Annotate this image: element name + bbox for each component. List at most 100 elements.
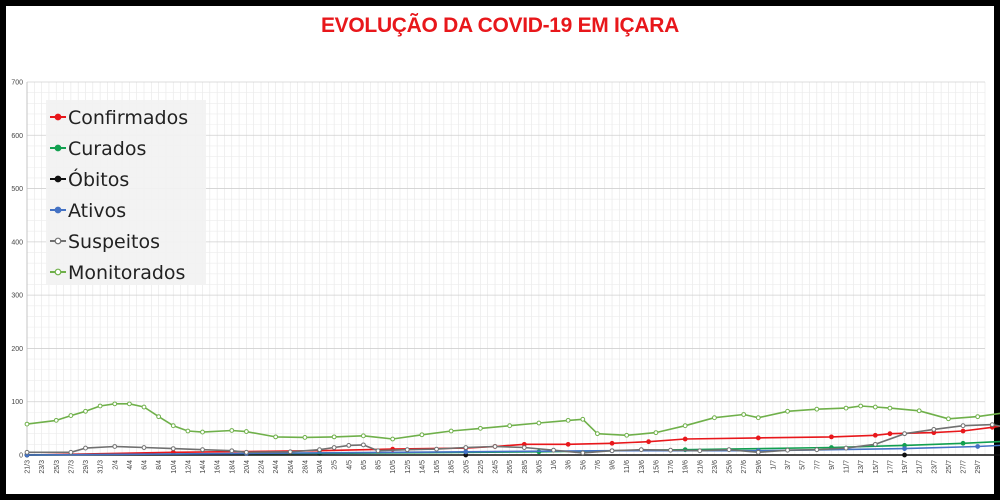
x-tick-label: 28/5 — [522, 460, 529, 474]
data-point-confirmados — [646, 439, 652, 445]
x-tick-label: 1/6 — [551, 460, 558, 470]
data-point-monitorados — [273, 434, 279, 440]
data-point-monitorados — [68, 413, 74, 418]
data-point-ativos — [902, 446, 907, 452]
data-point-monitorados — [741, 412, 747, 417]
legend-marker-monitorados — [54, 268, 62, 276]
legend-marker-suspeitos — [54, 237, 62, 245]
series-monitorados — [24, 401, 1000, 442]
data-point-monitorados — [390, 436, 396, 442]
x-tick-label: 26/4 — [288, 460, 295, 474]
x-tick-label: 8/5 — [376, 460, 383, 470]
data-point-suspeitos — [872, 441, 878, 447]
data-point-suspeitos — [24, 449, 30, 455]
x-tick-label: 3/7 — [785, 460, 792, 470]
data-point-suspeitos — [609, 448, 615, 454]
x-tick-label: 18/5 — [449, 460, 456, 474]
data-point-suspeitos — [521, 445, 527, 450]
x-tick-label: 23/3 — [39, 460, 46, 474]
x-tick-label: 29/6 — [756, 460, 763, 474]
x-tick-label: 5/6 — [580, 460, 587, 470]
data-point-monitorados — [83, 408, 88, 414]
x-tick-label: 19/7 — [902, 460, 909, 474]
x-tick-label: 9/7 — [829, 460, 836, 470]
y-tick-label: 0 — [19, 453, 23, 460]
data-point-monitorados — [360, 433, 366, 439]
x-tick-label: 14/5 — [419, 460, 426, 474]
x-tick-label: 17/6 — [668, 460, 675, 474]
data-point-monitorados — [653, 430, 659, 436]
data-point-suspeitos — [287, 449, 293, 455]
x-tick-label: 7/7 — [814, 460, 821, 470]
data-point-monitorados — [331, 434, 337, 440]
data-point-confirmados — [960, 428, 966, 434]
data-point-suspeitos — [346, 443, 352, 448]
series-line-suspeitos — [27, 423, 1000, 454]
data-point-suspeitos — [551, 447, 556, 453]
data-point-curados — [960, 440, 966, 446]
data-point-suspeitos — [200, 447, 205, 453]
data-point-monitorados — [946, 416, 951, 422]
legend-box — [46, 100, 206, 285]
x-tick-label: 4/5 — [346, 460, 353, 470]
data-point-confirmados — [755, 435, 761, 441]
series-ativos — [24, 444, 1000, 458]
data-point-suspeitos — [243, 449, 249, 455]
data-point-monitorados — [243, 429, 249, 434]
x-tick-label: 10/5 — [390, 460, 397, 474]
x-tick-label: 12/4 — [185, 460, 192, 474]
data-point-suspeitos — [317, 447, 322, 453]
data-point-ativos — [975, 444, 981, 449]
data-point-monitorados — [478, 425, 483, 431]
x-tick-label: 24/5 — [493, 460, 500, 474]
x-tick-label: 21/7 — [917, 460, 924, 474]
data-point-obitos — [902, 452, 907, 458]
data-point-suspeitos — [755, 449, 761, 455]
x-tick-label: 23/6 — [712, 460, 719, 474]
x-tick-label: 29/3 — [83, 460, 90, 474]
data-point-monitorados — [755, 415, 761, 421]
x-tick-label: 6/5 — [361, 460, 368, 470]
x-tick-label: 27/6 — [741, 460, 748, 474]
data-point-monitorados — [53, 417, 59, 423]
x-tick-label: 12/5 — [405, 460, 412, 474]
y-tick-label: 400 — [11, 239, 23, 246]
data-point-monitorados — [785, 408, 790, 414]
x-tick-label: 20/4 — [244, 460, 251, 474]
data-point-suspeitos — [68, 449, 74, 455]
x-axis-ticks: 21/3 23/3 25/3 27/3 29/3 31/3 2/4 4/4 6/4 8/4 10/4… — [25, 460, 983, 474]
x-tick-label: 16/5 — [434, 460, 441, 474]
data-point-monitorados — [712, 415, 717, 421]
data-point-monitorados — [419, 432, 425, 438]
data-point-suspeitos — [331, 445, 337, 450]
x-tick-label: 22/5 — [478, 460, 485, 474]
x-tick-label: 1/7 — [770, 460, 777, 470]
x-tick-label: 26/5 — [507, 460, 514, 474]
x-tick-label: 3/6 — [566, 460, 573, 470]
legend-label-suspeitos: Suspeitos — [68, 231, 160, 253]
data-point-monitorados — [112, 401, 118, 407]
series-group — [24, 401, 1000, 458]
data-point-suspeitos — [492, 444, 498, 449]
data-point-monitorados — [858, 403, 864, 409]
data-point-suspeitos — [434, 446, 439, 452]
data-point-monitorados — [170, 423, 176, 429]
x-tick-label: 10/4 — [171, 460, 178, 474]
data-point-confirmados — [682, 436, 688, 442]
data-point-suspeitos — [726, 447, 732, 453]
data-point-monitorados — [448, 428, 454, 434]
x-tick-label: 27/7 — [961, 460, 968, 474]
data-point-confirmados — [872, 432, 878, 438]
legend-marker-obitos — [54, 175, 62, 183]
x-tick-label: 6/4 — [142, 460, 149, 470]
x-tick-label: 30/4 — [317, 460, 324, 474]
data-point-monitorados — [229, 428, 235, 433]
data-point-monitorados — [141, 404, 147, 410]
data-point-suspeitos — [83, 445, 88, 451]
x-tick-label: 24/4 — [273, 460, 280, 474]
x-tick-label: 11/7 — [844, 460, 851, 473]
y-tick-label: 500 — [11, 186, 23, 193]
data-point-suspeitos — [843, 445, 849, 451]
x-tick-label: 13/6 — [639, 460, 646, 474]
